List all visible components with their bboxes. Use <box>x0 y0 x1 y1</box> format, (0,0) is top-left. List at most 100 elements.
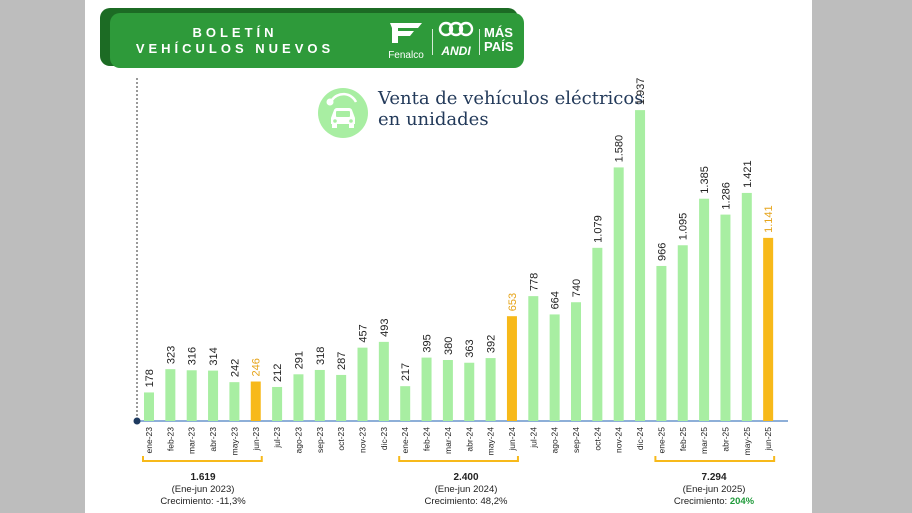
bar <box>272 386 283 421</box>
data-label: 778 <box>528 273 540 291</box>
data-label: 1.937 <box>635 78 647 106</box>
bar <box>635 110 646 421</box>
bar <box>144 392 154 421</box>
bar <box>293 374 304 421</box>
tick-label: abr-24 <box>464 427 474 452</box>
tick-label: may-25 <box>742 427 752 456</box>
tick-label: abr-25 <box>720 427 730 452</box>
fenalco-logo-text: Fenalco <box>388 50 424 61</box>
bar <box>720 214 731 421</box>
chart-title-line1: Venta de vehículos eléctricos <box>378 88 644 109</box>
summary-growth-label: Crecimiento: <box>160 496 217 507</box>
bar <box>165 369 176 421</box>
bulletin-header: BOLETÍN VEHÍCULOS NUEVOS Fenalco ANDI MÁ… <box>110 13 524 68</box>
left-margin <box>0 0 85 513</box>
mas-pais-line1: MÁS <box>484 25 513 40</box>
tick-label: jun-25 <box>763 427 773 452</box>
summary-bracket <box>654 456 776 462</box>
data-label: 457 <box>358 324 370 342</box>
data-label: 392 <box>486 335 498 353</box>
summary-bracket <box>398 456 519 462</box>
bar <box>699 198 710 421</box>
data-label: 664 <box>550 291 562 309</box>
andi-logo: ANDI <box>436 19 476 63</box>
summary-2025: 7.294 (Ene-jun 2025) Crecimiento: 204% <box>634 472 794 508</box>
summary-2024: 2.400 (Ene-jun 2024) Crecimiento: 48,2% <box>386 472 546 508</box>
tick-label: jun-24 <box>507 427 517 452</box>
tick-label: sep-24 <box>571 427 581 453</box>
bar <box>571 302 581 421</box>
data-label: 246 <box>251 358 263 376</box>
tick-label: mar-23 <box>187 427 197 454</box>
bar <box>229 382 240 421</box>
summary-growth-label: Crecimiento: <box>673 496 730 507</box>
data-label: 287 <box>336 352 348 370</box>
tick-label: jun-23 <box>251 427 261 452</box>
tick-label: may-24 <box>486 427 496 456</box>
summary-period: (Ene-jun 2025) <box>682 484 746 495</box>
summary-period: (Ene-jun 2024) <box>434 484 498 495</box>
summary-growth-label: Crecimiento: <box>424 496 481 507</box>
tick-label: mar-24 <box>443 427 453 454</box>
bar <box>677 245 688 421</box>
bar <box>357 347 368 421</box>
tick-label: abr-23 <box>208 427 218 452</box>
bar <box>421 357 432 421</box>
tick-label: nov-23 <box>358 427 368 453</box>
tick-label: ene-24 <box>400 427 410 454</box>
summary-bracket <box>142 456 263 462</box>
fenalco-logo: Fenalco <box>384 19 428 63</box>
tick-label: mar-25 <box>699 427 709 454</box>
tick-label: ene-23 <box>144 427 154 454</box>
data-label: 291 <box>293 351 305 369</box>
bar <box>314 369 325 421</box>
data-label: 363 <box>464 339 476 357</box>
summary-growth-value: 204% <box>729 496 755 507</box>
tick-label: jul-24 <box>528 427 538 449</box>
right-margin <box>812 0 897 513</box>
tick-label: sep-23 <box>315 427 325 453</box>
tick-label: dic-24 <box>635 427 645 450</box>
andi-logo-text: ANDI <box>441 44 471 58</box>
data-label: 314 <box>208 347 220 365</box>
data-label: 217 <box>400 363 412 381</box>
tick-label: dic-23 <box>379 427 389 450</box>
summary-total: 1.619 <box>190 472 216 483</box>
data-label: 318 <box>315 347 327 365</box>
data-label: 1.141 <box>763 205 775 233</box>
mas-pais-logo: MÁS PAÍS <box>484 26 522 70</box>
mas-pais-line2: PAÍS <box>484 39 514 54</box>
data-label: 966 <box>656 243 668 261</box>
data-label: 395 <box>422 334 434 352</box>
bar <box>613 167 624 421</box>
data-label: 380 <box>443 337 455 355</box>
tick-label: ene-25 <box>656 427 666 454</box>
data-label: 242 <box>229 359 241 377</box>
bar <box>592 247 603 421</box>
tick-label: ago-24 <box>550 427 560 454</box>
andi-mark-icon <box>438 21 474 37</box>
summary-growth-value: -11,3% <box>216 496 246 507</box>
bar <box>186 370 197 421</box>
bar <box>442 360 453 421</box>
tick-label: oct-23 <box>336 427 346 451</box>
bar <box>208 370 219 421</box>
data-label: 1.580 <box>614 135 626 163</box>
bar <box>763 237 774 421</box>
bar <box>336 374 347 421</box>
data-label: 1.385 <box>699 166 711 194</box>
chart-title-block: Venta de vehículos eléctricos en unidade… <box>318 86 648 146</box>
data-label: 1.079 <box>592 215 604 243</box>
tick-label: nov-24 <box>614 427 624 453</box>
fenalco-mark-icon <box>390 23 422 43</box>
tick-label: oct-24 <box>592 427 602 451</box>
logo-separator <box>432 29 433 55</box>
summary-growth-value: 48,2% <box>480 496 508 507</box>
bar <box>528 296 539 421</box>
data-label: 493 <box>379 319 391 337</box>
tick-label: may-23 <box>229 427 239 456</box>
slide-panel <box>85 0 812 513</box>
data-label: 212 <box>272 364 284 382</box>
bar <box>400 386 411 421</box>
